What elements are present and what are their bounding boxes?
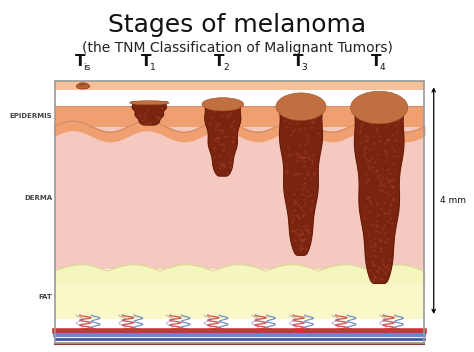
Ellipse shape	[202, 98, 244, 111]
Ellipse shape	[78, 82, 88, 86]
Text: 4 mm: 4 mm	[440, 196, 466, 205]
Bar	[55, 81, 424, 90]
Ellipse shape	[350, 91, 408, 124]
Polygon shape	[131, 102, 167, 125]
Text: 2: 2	[223, 63, 229, 73]
Text: 1: 1	[150, 63, 155, 73]
Text: DERMA: DERMA	[24, 195, 52, 201]
Text: 3: 3	[301, 63, 307, 73]
Bar	[55, 106, 424, 127]
Bar	[55, 269, 424, 319]
Text: T: T	[371, 54, 381, 69]
Text: (the TNM Classification of Malignant Tumors): (the TNM Classification of Malignant Tum…	[82, 40, 392, 55]
Ellipse shape	[129, 101, 169, 105]
Bar	[55, 127, 424, 269]
Text: T: T	[74, 54, 85, 69]
Bar	[55, 81, 424, 343]
Text: T: T	[141, 54, 151, 69]
Ellipse shape	[276, 93, 326, 120]
Text: EPIDERMIS: EPIDERMIS	[9, 113, 52, 119]
Polygon shape	[278, 102, 324, 255]
Text: FAT: FAT	[38, 294, 52, 301]
Text: T: T	[292, 54, 303, 69]
Text: T: T	[214, 54, 225, 69]
Ellipse shape	[76, 83, 90, 89]
Text: 4: 4	[380, 63, 385, 73]
Polygon shape	[204, 102, 242, 176]
Text: is: is	[83, 63, 91, 73]
Polygon shape	[353, 102, 405, 283]
Text: Stages of melanoma: Stages of melanoma	[108, 13, 366, 37]
